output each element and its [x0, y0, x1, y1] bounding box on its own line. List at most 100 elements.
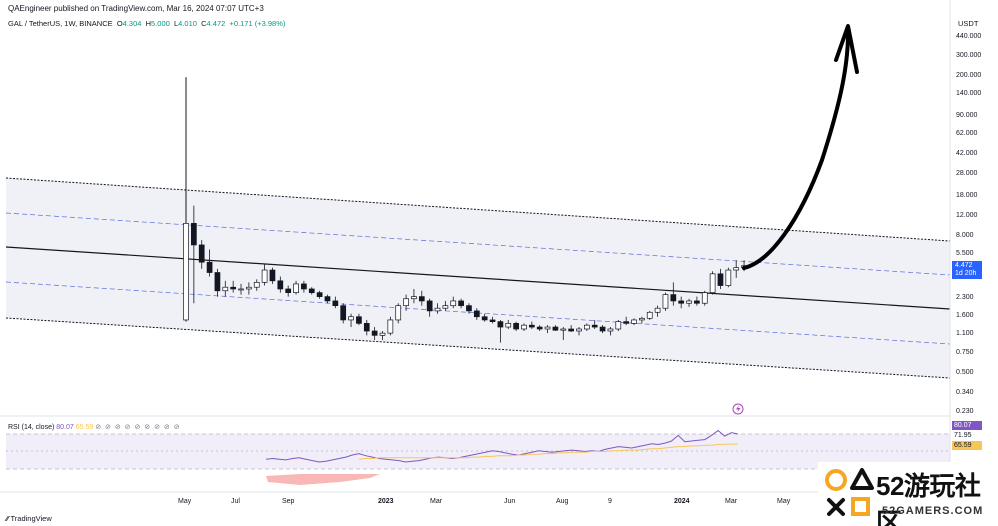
candle-body [576, 328, 582, 332]
candle-body [316, 292, 323, 297]
price-tick: 5.500 [956, 250, 974, 258]
price-tick: 28.000 [956, 169, 978, 177]
candle-body [544, 326, 551, 330]
price-tick: 0.340 [956, 388, 974, 396]
time-tick: Aug [556, 498, 569, 505]
candle-body [411, 296, 417, 300]
candle-body [403, 298, 409, 307]
candle-body [481, 316, 488, 321]
watermark-logo: 52游玩社区 52GAMERS.COM [818, 462, 998, 526]
time-tick: Mar [725, 498, 738, 505]
watermark-brand: 52游玩社区 [876, 471, 981, 526]
rsi-badge: 80.07 [952, 421, 982, 430]
price-tick: 1.600 [956, 311, 974, 319]
candle-body [631, 319, 637, 324]
candle-body [528, 324, 535, 328]
axis-unit: USDT [958, 19, 979, 28]
candle-body [552, 326, 559, 331]
candle-body [230, 286, 237, 290]
time-tick: Mar [430, 498, 443, 505]
candle-body [639, 317, 645, 321]
ohlc-values: O4.304 H5.000 L4.010 C4.472 +0.171 (+3.9… [116, 19, 286, 28]
current-price-tag: 4.472 1d 20h [952, 261, 982, 279]
channel-lower-line [5, 317, 951, 379]
candle-body [206, 261, 213, 273]
channel-mid-upper-line [5, 212, 951, 276]
price-tick: 300.000 [956, 52, 982, 59]
candle-body [536, 326, 543, 330]
candle-body [379, 332, 386, 336]
symbol-legend[interactable]: GAL / TetherUS, 1W, BINANCE O4.304 H5.00… [8, 19, 285, 28]
candle-body [701, 292, 708, 304]
candle-body [623, 321, 630, 324]
rsi-axis-value: 71.95 [954, 432, 972, 439]
channel-mid-line [5, 246, 951, 310]
rsi-legend[interactable]: RSI (14, close) 80.07 65.59 ⊘ ⊘ ⊘ ⊘ ⊘ ⊘ … [8, 423, 181, 431]
candle-body [348, 316, 354, 321]
candle-body [434, 307, 441, 312]
bar-countdown: 1d 20h [955, 270, 977, 277]
candle-body [458, 300, 464, 307]
candle-body [191, 223, 197, 246]
candle-body [332, 300, 339, 307]
tradingview-logo-icon: ⁄⁄ [6, 514, 9, 523]
candles-group [183, 77, 747, 343]
candle-body [466, 305, 472, 312]
candle-body [418, 296, 425, 302]
time-tick: 2023 [378, 498, 394, 505]
hand-drawn-arrow [742, 32, 850, 270]
candle-body [709, 273, 716, 293]
rsi-value: 80.07 [56, 424, 74, 431]
candle-body [371, 330, 378, 336]
candle-body [387, 319, 394, 334]
candle-body [568, 328, 574, 332]
watermark-site: 52GAMERS.COM [882, 505, 984, 517]
candle-body [363, 323, 370, 332]
price-tick: 0.500 [956, 369, 974, 377]
candle-body [261, 269, 268, 283]
rsi-hidden-values: ⊘ ⊘ ⊘ ⊘ ⊘ ⊘ ⊘ ⊘ ⊘ [95, 424, 181, 431]
time-tick: May [777, 498, 791, 505]
candle-body [678, 300, 685, 304]
publisher-line: QAEngineer published on TradingView.com,… [8, 4, 264, 13]
candle-body [686, 300, 692, 304]
candle-body [246, 286, 252, 290]
candle-body [615, 321, 622, 330]
price-tick: 140.000 [956, 89, 982, 97]
candle-body [450, 300, 457, 307]
price-tick: 18.000 [956, 191, 978, 199]
rsi-band [6, 434, 950, 469]
candle-body [285, 288, 292, 293]
candle-body [198, 244, 205, 263]
candle-body [694, 300, 700, 304]
candle-body [426, 300, 433, 312]
time-tick: Jul [231, 498, 240, 505]
rsi-ma-badge: 65.59 [952, 441, 982, 450]
lightning-icon [736, 405, 741, 413]
candle-body [489, 319, 496, 322]
price-tick: 440.000 [956, 33, 982, 40]
candle-body [733, 267, 740, 271]
candle-body [505, 323, 512, 328]
time-tick: 2024 [674, 498, 690, 505]
candle-body [560, 328, 567, 331]
rsi-oversold-fill [266, 474, 380, 485]
tradingview-footer[interactable]: ⁄⁄ TradingView [6, 514, 52, 523]
candle-body [183, 223, 189, 321]
price-tick: 12.000 [956, 211, 978, 219]
price-tick: 0.750 [956, 349, 974, 357]
candle-body [293, 283, 299, 293]
arrow-head [834, 24, 859, 74]
candle-body [646, 311, 653, 319]
candle-body [591, 324, 598, 328]
candle-body [340, 305, 347, 321]
symbol-name: GAL / TetherUS, 1W, BINANCE [8, 19, 113, 28]
candle-body [222, 286, 229, 292]
time-tick: Sep [282, 498, 295, 505]
candle-body [584, 324, 590, 330]
price-tick: 200.000 [956, 72, 982, 80]
watermark-symbols-icon [825, 468, 874, 516]
candle-body [356, 316, 362, 324]
candle-body [395, 305, 402, 321]
